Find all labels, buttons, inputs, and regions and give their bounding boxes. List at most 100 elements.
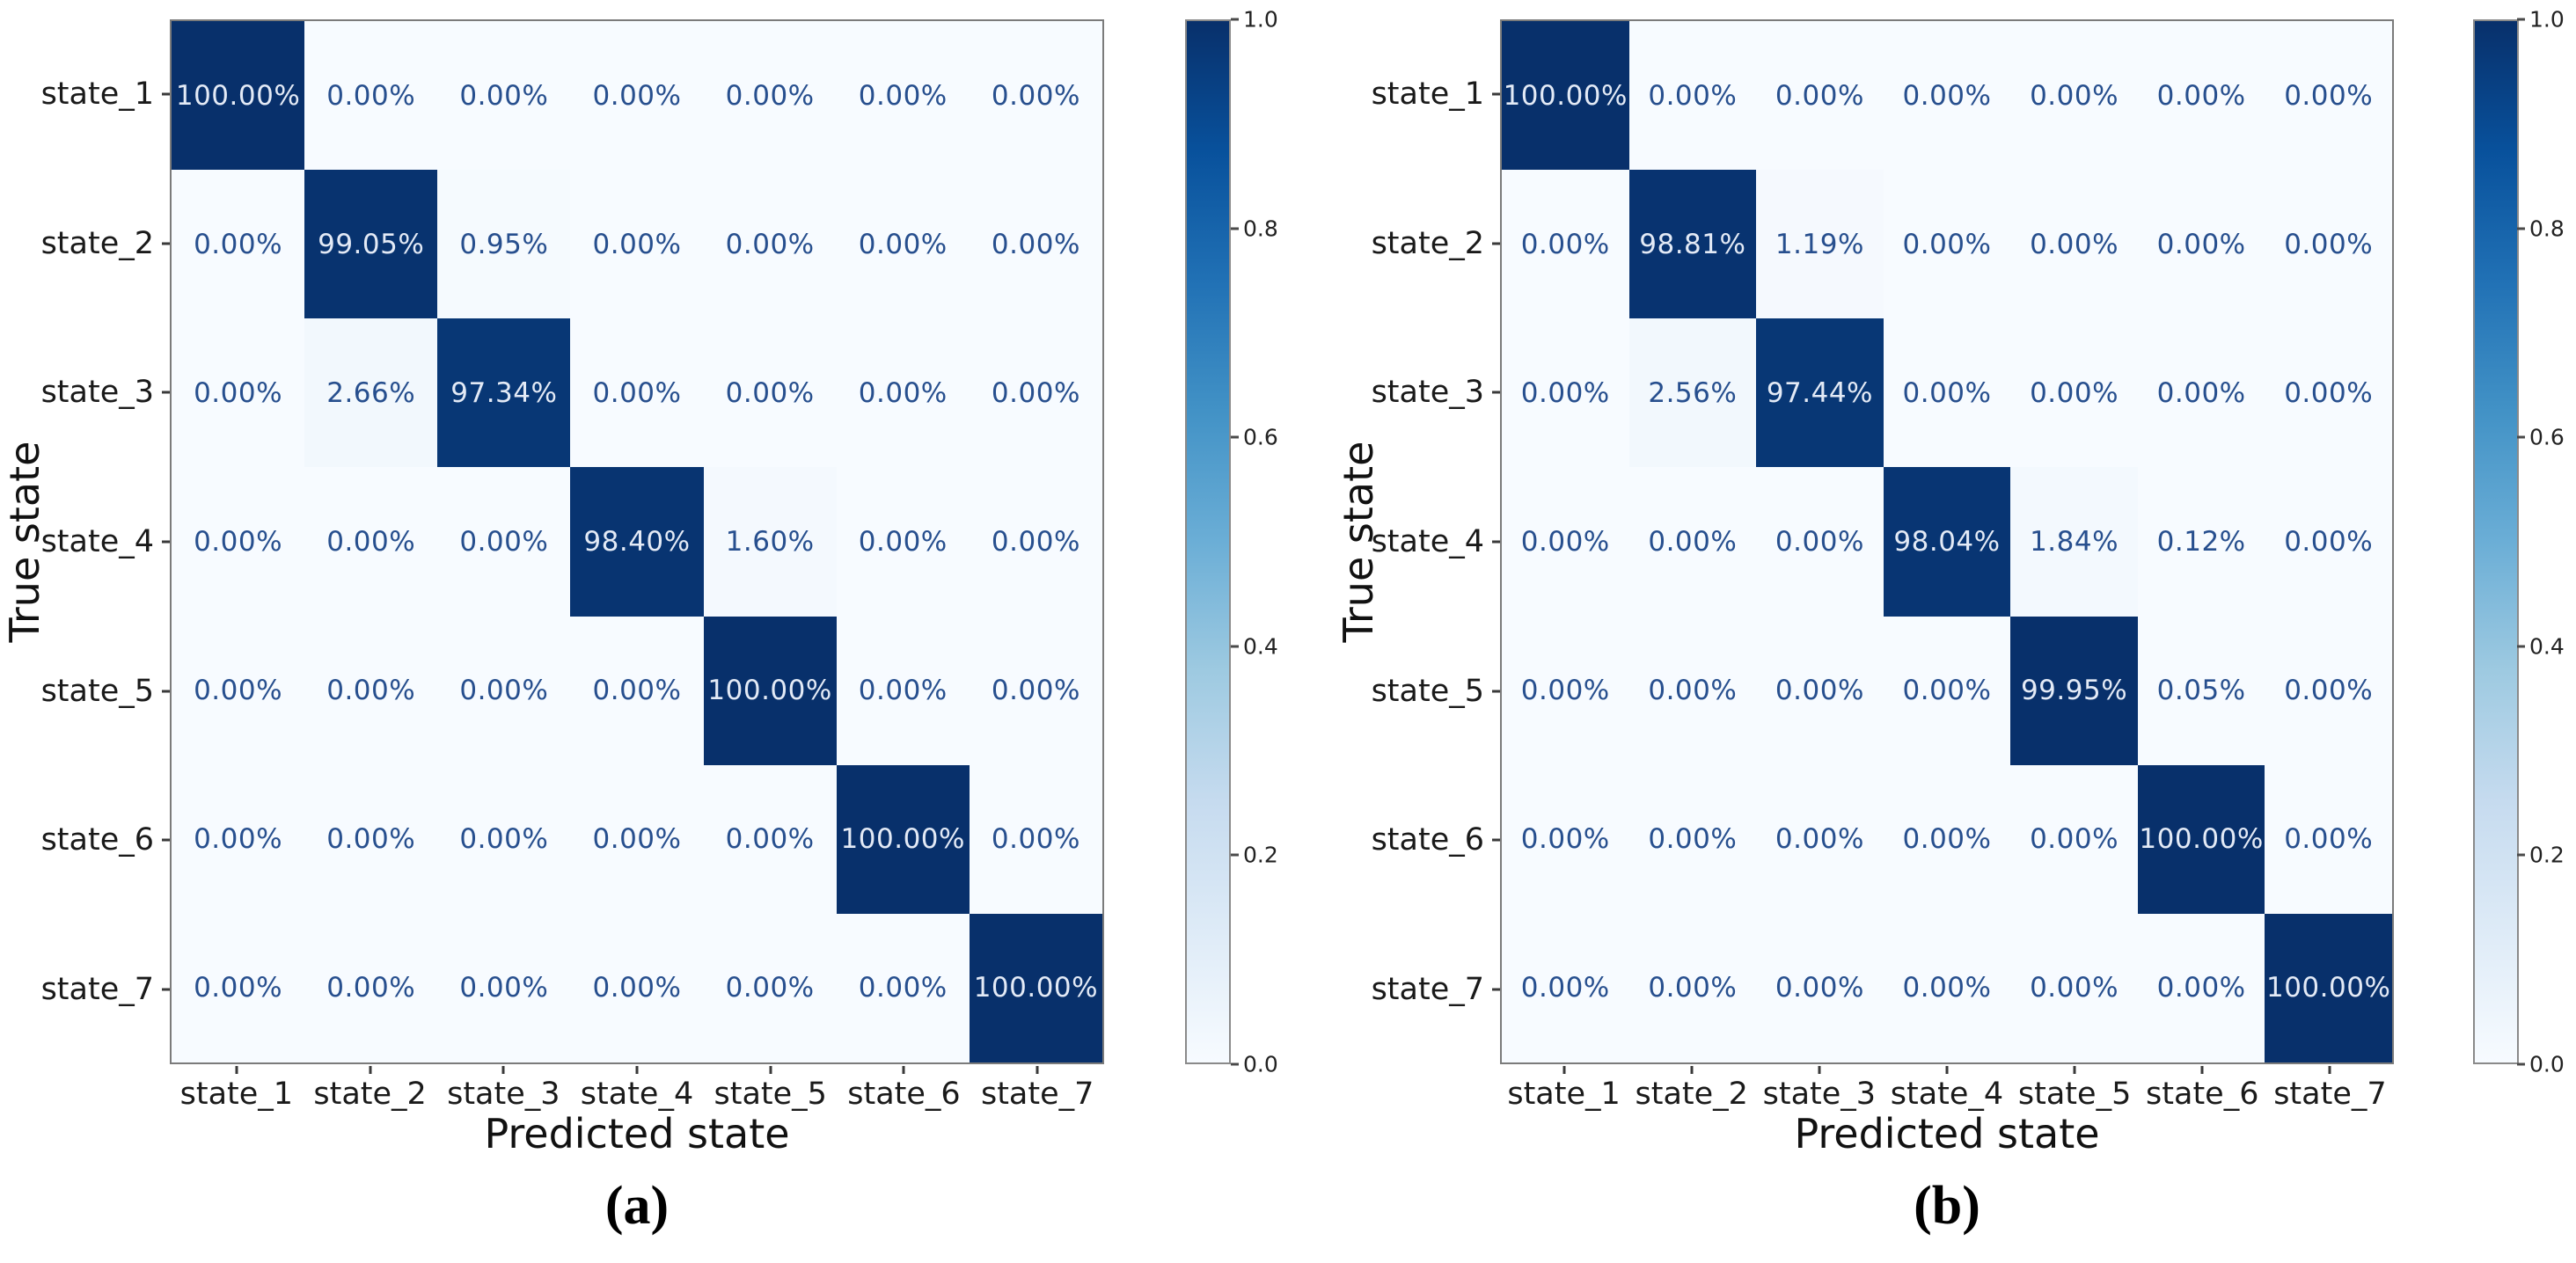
cell-r2c4: 0.00% xyxy=(1883,170,2011,319)
colorbar-tick-mark xyxy=(2517,853,2525,857)
cell-r7c6: 0.00% xyxy=(836,913,970,1062)
cell-r1c3: 0.00% xyxy=(437,21,571,171)
cell-r2c4: 0.00% xyxy=(570,170,704,319)
cell-r6c2: 0.00% xyxy=(1628,764,1757,914)
cell-r1c3: 0.00% xyxy=(1756,21,1884,171)
colorbar-tick-mark xyxy=(2517,227,2525,230)
colorbar-tick-label: 0.2 xyxy=(1243,842,1278,868)
colorbar-tick-label: 1.0 xyxy=(2529,6,2565,33)
colorbar-tick-label: 0.4 xyxy=(1243,633,1278,660)
cell-r1c6: 0.00% xyxy=(2137,21,2265,171)
cell-r3c4: 0.00% xyxy=(1883,318,2011,468)
x-tick-state_6: state_6 xyxy=(2139,1066,2266,1112)
y-tick-state_7: state_7 xyxy=(0,915,170,1064)
colorbar-tick-0.2: 0.2 xyxy=(2517,843,2565,868)
subfigure-caption: (a) xyxy=(604,1176,670,1236)
cell-r6c7: 0.00% xyxy=(2265,764,2392,914)
cell-r4c5: 1.60% xyxy=(703,467,837,617)
cell-r1c6: 0.00% xyxy=(836,21,970,171)
cell-r1c5: 0.00% xyxy=(2010,21,2138,171)
cell-r6c3: 0.00% xyxy=(1756,764,1884,914)
colorbar-tick-label: 0.6 xyxy=(1243,424,1278,450)
x-tick-state_3: state_3 xyxy=(436,1066,570,1112)
cell-r6c6: 100.00% xyxy=(2137,764,2265,914)
cell-r3c5: 0.00% xyxy=(2010,318,2138,468)
x-tick-state_7: state_7 xyxy=(970,1066,1104,1112)
cell-r3c3: 97.44% xyxy=(1756,318,1884,468)
cell-r5c6: 0.05% xyxy=(2137,616,2265,765)
cell-r2c5: 0.00% xyxy=(2010,170,2138,319)
cell-r3c2: 2.56% xyxy=(1628,318,1757,468)
cell-r3c7: 0.00% xyxy=(969,318,1102,468)
colorbar-tick-1.0: 1.0 xyxy=(2517,7,2565,33)
y-axis-label: True state xyxy=(1335,441,1382,643)
cell-r6c6: 100.00% xyxy=(836,764,970,914)
colorbar-tick-label: 0.0 xyxy=(1243,1051,1278,1077)
cell-r1c1: 100.00% xyxy=(172,21,305,171)
cell-r2c2: 98.81% xyxy=(1628,170,1757,319)
cell-r2c2: 99.05% xyxy=(304,170,438,319)
y-tick-state_1: state_1 xyxy=(0,19,170,169)
cell-r1c7: 0.00% xyxy=(2265,21,2392,171)
x-tick-state_4: state_4 xyxy=(1883,1066,2010,1112)
y-axis-label: True state xyxy=(1,441,48,643)
cell-r6c1: 0.00% xyxy=(172,764,305,914)
colorbar-tick-0.0: 0.0 xyxy=(2517,1052,2565,1077)
colorbar-tick-mark xyxy=(1231,1062,1239,1066)
cell-r4c2: 0.00% xyxy=(1628,467,1757,617)
cell-r7c2: 0.00% xyxy=(304,913,438,1062)
cell-r7c2: 0.00% xyxy=(1628,913,1757,1062)
cell-r7c6: 0.00% xyxy=(2137,913,2265,1062)
colorbar-tick-0.8: 0.8 xyxy=(2517,215,2565,241)
cell-r5c6: 0.00% xyxy=(836,616,970,765)
colorbar-tick-label: 0.8 xyxy=(1243,215,1278,242)
colorbar-tick-0.6: 0.6 xyxy=(1231,425,1278,450)
x-axis-label: Predicted state xyxy=(1794,1110,2100,1157)
cell-r1c2: 0.00% xyxy=(304,21,438,171)
y-tick-labels: state_1 state_2 state_3 state_4 state_5 state… xyxy=(1330,19,1500,1064)
colorbar-tick-mark xyxy=(1231,853,1239,857)
cell-r4c1: 0.00% xyxy=(172,467,305,617)
cell-r4c6: 0.12% xyxy=(2137,467,2265,617)
cell-r3c6: 0.00% xyxy=(2137,318,2265,468)
cell-r7c3: 0.00% xyxy=(437,913,571,1062)
colorbar-tick-label: 0.4 xyxy=(2529,633,2565,660)
cell-r2c1: 0.00% xyxy=(172,170,305,319)
cell-r1c2: 0.00% xyxy=(1628,21,1757,171)
cell-r3c7: 0.00% xyxy=(2265,318,2392,468)
cell-r6c4: 0.00% xyxy=(570,764,704,914)
cell-r1c5: 0.00% xyxy=(703,21,837,171)
colorbar-tick-mark xyxy=(1231,18,1239,21)
colorbar xyxy=(1185,19,1231,1064)
cell-r2c5: 0.00% xyxy=(703,170,837,319)
cell-r7c1: 0.00% xyxy=(1502,913,1629,1062)
cell-r5c7: 0.00% xyxy=(969,616,1102,765)
y-tick-state_4: state_4 xyxy=(0,467,170,617)
x-tick-state_2: state_2 xyxy=(1628,1066,1755,1112)
cell-r7c1: 0.00% xyxy=(172,913,305,1062)
colorbar-tick-mark xyxy=(2517,18,2525,21)
x-tick-state_5: state_5 xyxy=(2011,1066,2139,1112)
colorbar-tick-0.0: 0.0 xyxy=(1231,1052,1278,1077)
colorbar-tick-label: 0.8 xyxy=(2529,215,2565,242)
x-tick-state_1: state_1 xyxy=(1500,1066,1628,1112)
x-tick-labels: state_1 state_2 state_3 state_4 state_5 state… xyxy=(170,1066,1104,1112)
cell-r7c4: 0.00% xyxy=(1883,913,2011,1062)
y-tick-state_6: state_6 xyxy=(0,766,170,916)
colorbar-tick-0.4: 0.4 xyxy=(2517,633,2565,659)
colorbar-ticks: 1.0 0.8 0.6 0.4 0.2 0.0 xyxy=(1231,7,1310,1077)
cell-r6c4: 0.00% xyxy=(1883,764,2011,914)
cell-r3c2: 2.66% xyxy=(304,318,438,468)
heatmap-grid: 100.00% 0.00% 0.00% 0.00% 0.00% 0.00% 0.00% 0.0… xyxy=(1500,19,2394,1064)
colorbar-tick-0.8: 0.8 xyxy=(1231,215,1278,241)
x-tick-state_4: state_4 xyxy=(570,1066,704,1112)
cell-r2c1: 0.00% xyxy=(1502,170,1629,319)
cell-r5c3: 0.00% xyxy=(1756,616,1884,765)
cell-r4c3: 0.00% xyxy=(1756,467,1884,617)
cell-r4c1: 0.00% xyxy=(1502,467,1629,617)
colorbar-tick-mark xyxy=(1231,227,1239,230)
cell-r4c4: 98.04% xyxy=(1883,467,2011,617)
cell-r1c4: 0.00% xyxy=(1883,21,2011,171)
x-tick-state_6: state_6 xyxy=(838,1066,971,1112)
